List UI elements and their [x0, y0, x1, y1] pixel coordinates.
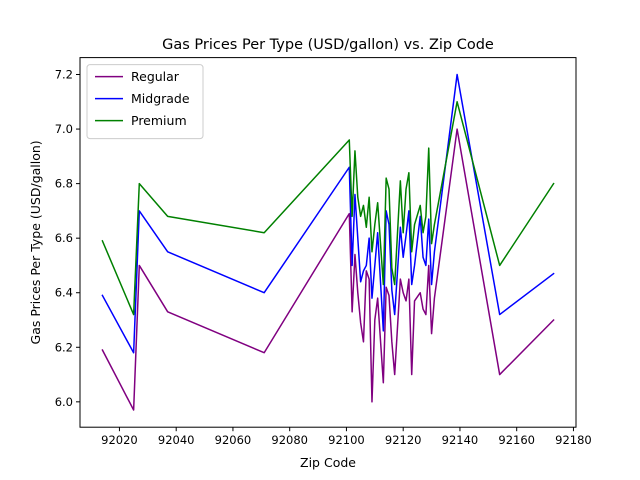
- y-tick-label: 7.2: [55, 68, 73, 82]
- chart-title: Gas Prices Per Type (USD/gallon) vs. Zip…: [162, 37, 494, 53]
- y-tick-label: 6.0: [55, 395, 73, 409]
- series-line-midgrade: [101, 73, 555, 354]
- y-tick-label: 6.4: [55, 286, 73, 300]
- series-lines: [101, 73, 555, 411]
- x-tick-label: 92100: [328, 433, 365, 447]
- y-tick-label: 6.8: [55, 177, 73, 191]
- y-tick-label: 6.2: [55, 340, 73, 354]
- y-tick-label: 7.0: [55, 122, 73, 136]
- y-axis: 6.0 6.2 6.4 6.6 6.8 7.0 7.2: [55, 68, 80, 409]
- y-axis-label: Gas Prices Per Type (USD/gallon): [28, 140, 43, 344]
- legend-label-regular: Regular: [131, 69, 180, 84]
- legend: Regular Midgrade Premium: [86, 64, 204, 140]
- legend-label-midgrade: Midgrade: [131, 91, 190, 106]
- x-tick-label: 92180: [555, 433, 592, 447]
- x-tick-label: 92060: [215, 433, 252, 447]
- x-tick-label: 92120: [385, 433, 422, 447]
- plot-frame: [79, 57, 577, 428]
- y-tick-label: 6.6: [55, 231, 73, 245]
- legend-label-premium: Premium: [131, 113, 187, 128]
- x-axis: 92020 92040 92060 92080 92100 92120 92140 92160…: [101, 427, 592, 447]
- x-axis-label: Zip Code: [300, 455, 356, 470]
- series-line-regular: [101, 128, 555, 411]
- x-tick-label: 92040: [158, 433, 195, 447]
- x-tick-label: 92080: [271, 433, 308, 447]
- x-tick-label: 92020: [101, 433, 138, 447]
- series-line-premium: [101, 101, 555, 316]
- x-tick-label: 92160: [498, 433, 535, 447]
- x-tick-label: 92140: [442, 433, 479, 447]
